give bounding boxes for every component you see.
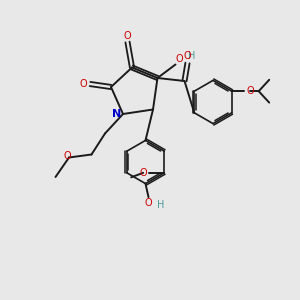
Text: O: O [140,168,147,178]
Text: O: O [64,151,71,161]
Text: O: O [184,51,191,62]
Text: H: H [158,200,165,210]
Text: O: O [175,54,183,64]
Text: N: N [112,109,121,119]
Text: O: O [145,198,152,208]
Text: O: O [124,31,131,41]
Text: O: O [247,85,254,96]
Text: H: H [188,51,196,61]
Text: O: O [80,79,87,89]
